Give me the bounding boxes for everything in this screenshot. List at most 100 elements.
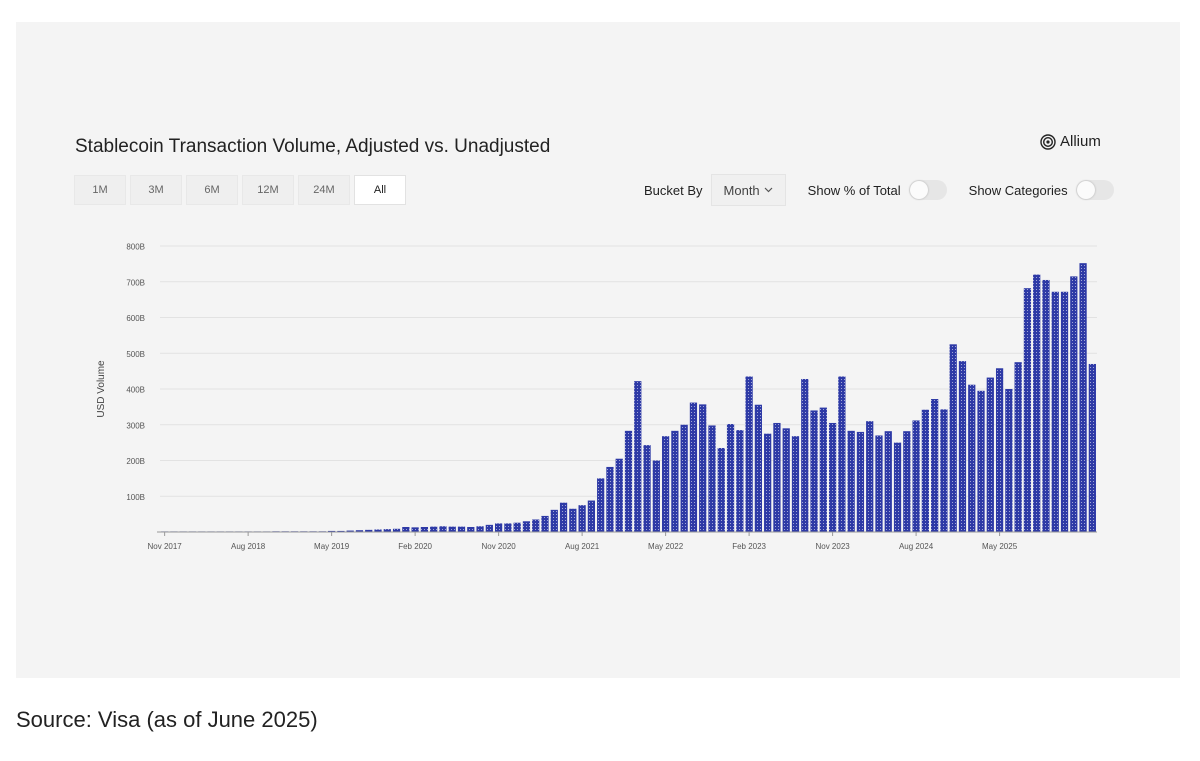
bar [866,421,874,532]
bar [995,368,1004,532]
bar [819,407,827,532]
bucket-by-label: Bucket By [644,182,703,198]
chart-title: Stablecoin Transaction Volume, Adjusted … [75,136,551,157]
bar-texture [587,500,596,532]
bar-texture [717,447,725,532]
bar-texture [1014,362,1022,532]
logo-text: Allium [1060,133,1101,150]
bar [457,526,466,532]
y-tick-label: 200B [126,457,145,466]
bar-texture [1005,389,1013,532]
bar-texture [569,508,577,532]
bar-texture [856,431,865,532]
bar [875,435,883,532]
bar-texture [448,526,456,532]
bar-texture [643,445,651,532]
y-tick-label: 500B [126,350,145,359]
bar-texture [689,402,698,532]
y-tick-label: 300B [126,421,145,430]
bar-texture [550,509,558,532]
bar-texture [866,421,874,532]
x-tick-label: Aug 2024 [899,542,934,551]
bar [634,381,642,532]
bar-texture [773,422,781,532]
bar [606,466,614,532]
bar [1079,263,1087,532]
bar [597,478,605,532]
bar-texture [615,458,623,532]
allium-logo-icon [1040,133,1056,150]
bar-texture [606,466,614,532]
bar-texture [1060,291,1069,532]
bar-texture [597,478,605,532]
bar [921,409,929,532]
bucket-select[interactable]: Month [710,174,786,206]
bar [791,436,800,532]
time-range-selector: 1M 3M 6M 12M 24M All [74,175,406,205]
bar [1033,274,1041,532]
bar-texture [504,523,512,532]
bar-texture [680,424,688,532]
bar [328,530,336,532]
bar [736,430,744,532]
bar [912,420,920,532]
range-button-all[interactable]: All [354,175,406,205]
show-pct-label: Show % of Total [807,182,901,198]
range-button-12m[interactable]: 12M [242,175,294,205]
bar [931,399,939,532]
show-categories-label: Show Categories [968,182,1068,198]
range-button-1m[interactable]: 1M [74,175,126,205]
bar-texture [782,428,790,532]
bar-texture [921,409,929,532]
bar-texture [893,442,902,532]
bar-texture [430,526,438,532]
bar [801,378,809,532]
bar [986,377,994,532]
x-tick-label: May 2025 [982,542,1018,551]
bar [643,445,651,532]
bar-texture [819,407,827,532]
range-button-24m[interactable]: 24M [298,175,350,205]
bar [467,526,475,532]
bar [689,402,698,532]
bar-texture [383,529,391,532]
bar-texture [532,519,540,532]
toggle-knob [909,181,928,199]
bar-texture [1042,279,1050,532]
x-tick-label: Feb 2023 [732,542,766,551]
y-tick-label: 100B [126,493,145,502]
bucket-select-value: Month [723,182,760,198]
bar-texture [578,505,586,532]
bar [522,521,531,532]
bar-texture [699,404,707,532]
bar-texture [810,410,818,532]
bar [680,424,688,532]
bar-texture [652,460,660,532]
show-pct-toggle[interactable] [908,180,947,200]
bar [903,431,911,532]
range-button-3m[interactable]: 3M [130,175,182,205]
bar [402,526,410,532]
toggle-knob [1076,181,1095,199]
bar-texture [940,409,948,532]
bar-texture [1051,291,1059,532]
bar-texture [559,502,568,532]
y-tick-label: 600B [126,314,145,323]
bar-texture [986,377,994,532]
range-button-6m[interactable]: 6M [186,175,238,205]
bar-texture [875,435,883,532]
bar-texture [541,515,549,532]
bar [782,428,790,532]
bar [1005,389,1013,532]
bar [420,526,429,532]
bar [1014,362,1022,532]
bar [1060,291,1069,532]
bar [569,508,577,532]
x-tick-label: Aug 2021 [565,542,600,551]
y-tick-label: 800B [126,243,145,252]
show-pct-control: Show % of Total [808,180,947,200]
chart-panel [16,22,1180,678]
x-tick-label: Nov 2017 [148,542,183,551]
bar [949,344,957,532]
show-categories-toggle[interactable] [1075,180,1114,200]
